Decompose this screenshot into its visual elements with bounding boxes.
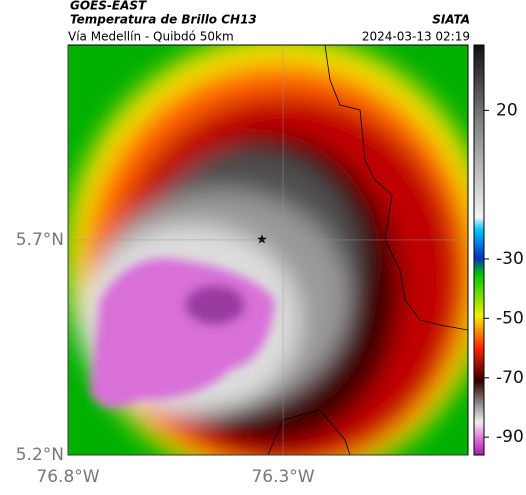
lat-label: 5.7°N (16, 230, 64, 250)
product: Temperatura de Brillo CH13 (70, 13, 257, 27)
colorbar-label: 20 (496, 100, 518, 120)
satellite-image: ★ (68, 45, 468, 455)
colorbar-label: -30 (496, 249, 524, 269)
lat-label: 5.2°N (16, 445, 64, 465)
lon-label: 76.8°W (36, 467, 99, 487)
colorbar-label: -50 (496, 308, 524, 328)
lon-label: 76.3°W (251, 467, 314, 487)
region: Vía Medellín - Quibdó 50km (68, 30, 234, 44)
source: SIATA (432, 13, 470, 27)
colorbar (473, 44, 485, 456)
colorbar-label: -70 (496, 368, 524, 388)
colorbar-label: -90 (496, 427, 524, 447)
timestamp: 2024-03-13 02:19 (362, 30, 470, 44)
satellite: GOES-EAST (70, 0, 147, 13)
